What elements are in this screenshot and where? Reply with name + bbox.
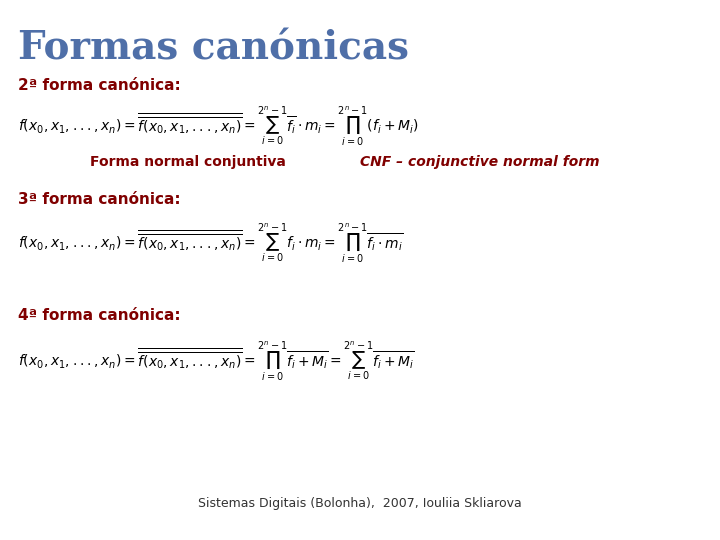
Text: 3ª forma canónica:: 3ª forma canónica: — [18, 192, 181, 207]
Text: 2ª forma canónica:: 2ª forma canónica: — [18, 78, 181, 93]
Text: $f(x_0,x_1,...,x_n) = \overline{\overline{f(x_0,x_1,...,x_n)}} = \sum_{i=0}^{2^n: $f(x_0,x_1,...,x_n) = \overline{\overlin… — [18, 222, 403, 266]
Text: $f(x_0,x_1,...,x_n) = \overline{\overline{f(x_0,x_1,...,x_n)}} = \prod_{i=0}^{2^: $f(x_0,x_1,...,x_n) = \overline{\overlin… — [18, 340, 415, 384]
Text: Forma normal conjuntiva: Forma normal conjuntiva — [90, 155, 286, 169]
Text: 4ª forma canónica:: 4ª forma canónica: — [18, 308, 181, 323]
Text: $f(x_0,x_1,...,x_n) = \overline{\overline{f(x_0,x_1,...,x_n)}} = \sum_{i=0}^{2^n: $f(x_0,x_1,...,x_n) = \overline{\overlin… — [18, 105, 418, 149]
Text: Sistemas Digitais (Bolonha),  2007, Iouliia Skliarova: Sistemas Digitais (Bolonha), 2007, Iouli… — [198, 497, 522, 510]
Text: Formas canónicas: Formas canónicas — [18, 30, 409, 68]
Text: CNF – conjunctive normal form: CNF – conjunctive normal form — [360, 155, 600, 169]
